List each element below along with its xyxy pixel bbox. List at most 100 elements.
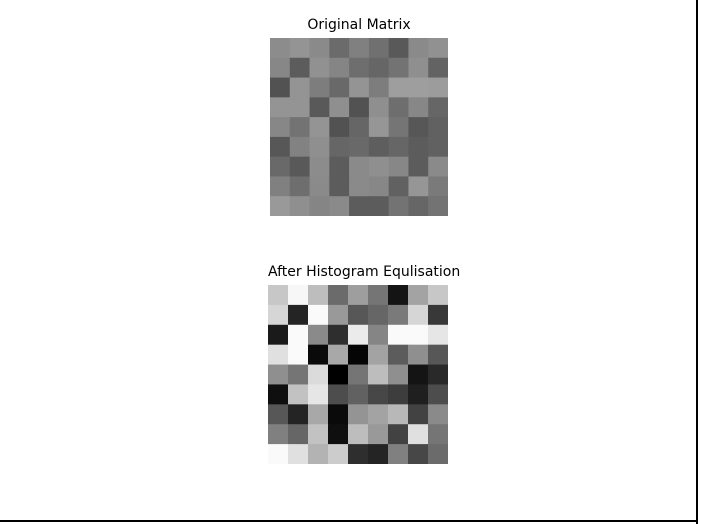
heatmap-cell [329, 196, 350, 216]
equalised-matrix-title: After Histogram Equlisation [268, 264, 461, 280]
heatmap-cell [348, 424, 369, 445]
heatmap-cell [268, 384, 289, 405]
heatmap-cell [268, 364, 289, 385]
heatmap-cell [328, 364, 349, 385]
heatmap-cell [309, 57, 330, 79]
heatmap-cell [270, 136, 291, 158]
heatmap-cell [268, 344, 289, 366]
heatmap-cell [428, 156, 448, 177]
heatmap-cell [328, 344, 349, 366]
heatmap-cell [368, 285, 389, 306]
heatmap-cell [428, 57, 448, 79]
heatmap-cell [268, 424, 289, 445]
heatmap-cell [428, 444, 448, 464]
heatmap-cell [428, 344, 448, 366]
heatmap-cell [289, 97, 311, 118]
heatmap-cell [388, 384, 409, 405]
heatmap-cell [388, 136, 409, 158]
heatmap-cell [388, 444, 409, 464]
heatmap-cell [368, 136, 390, 158]
heatmap-cell [408, 156, 429, 177]
heatmap-cell [270, 156, 291, 177]
heatmap-cell [368, 404, 389, 425]
heatmap-cell [328, 444, 349, 464]
heatmap-cell [428, 304, 448, 326]
heatmap-cell [388, 57, 409, 79]
heatmap-cell [348, 285, 369, 306]
equalised-matrix-panel: After Histogram Equlisation [268, 263, 461, 464]
heatmap-cell [329, 38, 350, 59]
heatmap-cell [329, 156, 350, 177]
heatmap-cell [289, 136, 311, 158]
heatmap-cell [368, 176, 390, 197]
heatmap-cell [428, 404, 448, 425]
heatmap-cell [288, 324, 309, 346]
heatmap-cell [288, 344, 309, 366]
heatmap-cell [368, 77, 390, 98]
heatmap-cell [329, 117, 350, 138]
heatmap-cell [270, 196, 291, 216]
heatmap-cell [268, 285, 289, 306]
heatmap-cell [388, 77, 409, 98]
heatmap-cell [308, 404, 329, 425]
heatmap-cell [388, 117, 409, 138]
heatmap-cell [428, 136, 448, 158]
heatmap-cell [328, 304, 349, 326]
heatmap-cell [268, 324, 289, 346]
heatmap-cell [368, 196, 390, 216]
heatmap-cell [368, 57, 390, 79]
heatmap-cell [308, 384, 329, 405]
heatmap-cell [348, 344, 369, 366]
heatmap-cell [349, 38, 370, 59]
heatmap-cell [408, 424, 429, 445]
heatmap-cell [368, 156, 390, 177]
heatmap-cell [388, 38, 409, 59]
heatmap-cell [428, 324, 448, 346]
heatmap-cell [309, 156, 330, 177]
heatmap-cell [408, 117, 429, 138]
heatmap-cell [368, 38, 390, 59]
heatmap-cell [368, 384, 389, 405]
heatmap-cell [329, 57, 350, 79]
heatmap-cell [388, 285, 409, 306]
heatmap-cell [388, 304, 409, 326]
heatmap-cell [428, 97, 448, 118]
heatmap-cell [328, 404, 349, 425]
heatmap-cell [309, 38, 330, 59]
heatmap-cell [388, 97, 409, 118]
heatmap-cell [288, 304, 309, 326]
heatmap-cell [270, 38, 291, 59]
heatmap-cell [349, 97, 370, 118]
heatmap-cell [328, 285, 349, 306]
heatmap-cell [309, 176, 330, 197]
heatmap-cell [349, 117, 370, 138]
heatmap-cell [408, 324, 429, 346]
heatmap-cell [428, 77, 448, 98]
heatmap-cell [428, 38, 448, 59]
heatmap-cell [428, 117, 448, 138]
heatmap-cell [329, 136, 350, 158]
original-matrix-title: Original Matrix [307, 17, 411, 33]
heatmap-cell [428, 384, 448, 405]
heatmap-cell [289, 57, 311, 79]
heatmap-cell [349, 77, 370, 98]
heatmap-cell [308, 444, 329, 464]
heatmap-cell [288, 424, 309, 445]
heatmap-cell [308, 304, 329, 326]
heatmap-cell [388, 156, 409, 177]
heatmap-cell [348, 404, 369, 425]
heatmap-cell [288, 285, 309, 306]
heatmap-cell [428, 176, 448, 197]
heatmap-cell [270, 77, 291, 98]
heatmap-cell [329, 176, 350, 197]
heatmap-cell [368, 324, 389, 346]
figure-right-border [696, 0, 698, 524]
heatmap-cell [408, 444, 429, 464]
heatmap-cell [270, 117, 291, 138]
heatmap-cell [288, 384, 309, 405]
heatmap-cell [328, 424, 349, 445]
heatmap-cell [408, 404, 429, 425]
heatmap-cell [428, 424, 448, 445]
heatmap-cell [368, 117, 390, 138]
original-matrix-heatmap [270, 38, 448, 216]
